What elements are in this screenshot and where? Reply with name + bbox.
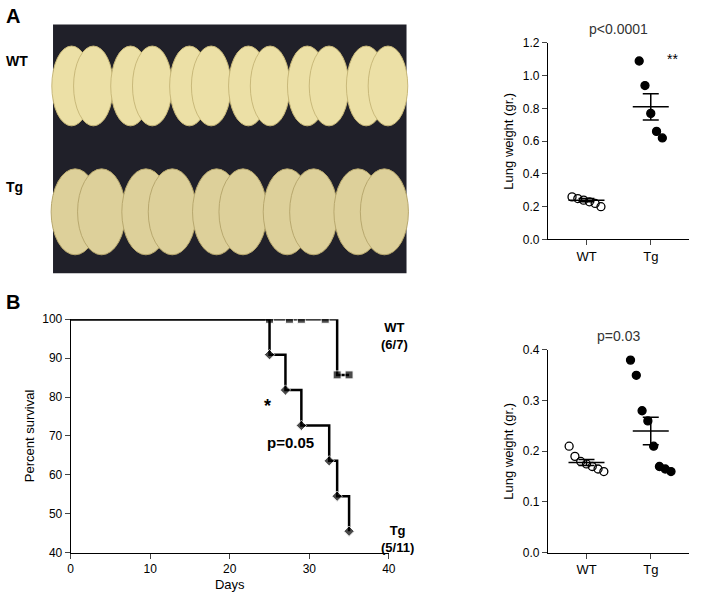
- svg-text:20: 20: [223, 562, 237, 576]
- svg-text:60: 60: [49, 468, 63, 482]
- svg-text:0.6: 0.6: [523, 134, 540, 148]
- svg-text:0: 0: [67, 562, 74, 576]
- svg-text:p<0.0001: p<0.0001: [589, 21, 648, 37]
- svg-text:A: A: [6, 5, 20, 27]
- svg-text:Tg: Tg: [643, 249, 658, 264]
- svg-text:WT: WT: [576, 249, 596, 264]
- svg-text:70: 70: [49, 429, 63, 443]
- svg-text:Percent survival: Percent survival: [22, 390, 37, 483]
- svg-text:WT(6/7): WT(6/7): [381, 320, 408, 352]
- svg-text:Lung weight (gr.): Lung weight (gr.): [501, 93, 516, 190]
- svg-text:40: 40: [49, 546, 63, 560]
- svg-text:80: 80: [49, 390, 63, 404]
- svg-text:0.2: 0.2: [523, 200, 540, 214]
- svg-text:**: **: [667, 51, 678, 67]
- svg-text:B: B: [6, 291, 20, 313]
- svg-text:p=0.05: p=0.05: [267, 434, 314, 451]
- svg-text:100: 100: [42, 312, 62, 326]
- svg-text:90: 90: [49, 351, 63, 365]
- svg-text:50: 50: [49, 507, 63, 521]
- svg-text:0.3: 0.3: [523, 394, 540, 408]
- svg-text:0.8: 0.8: [523, 102, 540, 116]
- svg-text:p=0.03: p=0.03: [597, 328, 640, 344]
- svg-text:Tg(5/11): Tg(5/11): [381, 523, 414, 555]
- svg-text:Lung weight (gr.): Lung weight (gr.): [501, 403, 516, 500]
- svg-text:0.0: 0.0: [523, 546, 540, 560]
- svg-text:30: 30: [303, 562, 317, 576]
- svg-text:WT: WT: [6, 53, 28, 69]
- svg-text:0.0: 0.0: [523, 233, 540, 247]
- svg-text:*: *: [264, 396, 271, 416]
- svg-text:0.4: 0.4: [523, 167, 540, 181]
- svg-text:0.1: 0.1: [523, 495, 540, 509]
- svg-text:10: 10: [144, 562, 158, 576]
- svg-text:1.2: 1.2: [523, 36, 540, 50]
- svg-text:0.4: 0.4: [523, 343, 540, 357]
- svg-text:Days: Days: [215, 577, 245, 592]
- svg-text:WT: WT: [576, 562, 596, 577]
- svg-text:1.0: 1.0: [523, 69, 540, 83]
- svg-text:0.2: 0.2: [523, 444, 540, 458]
- svg-text:40: 40: [382, 562, 396, 576]
- svg-text:Tg: Tg: [643, 562, 658, 577]
- svg-text:Tg: Tg: [6, 179, 23, 195]
